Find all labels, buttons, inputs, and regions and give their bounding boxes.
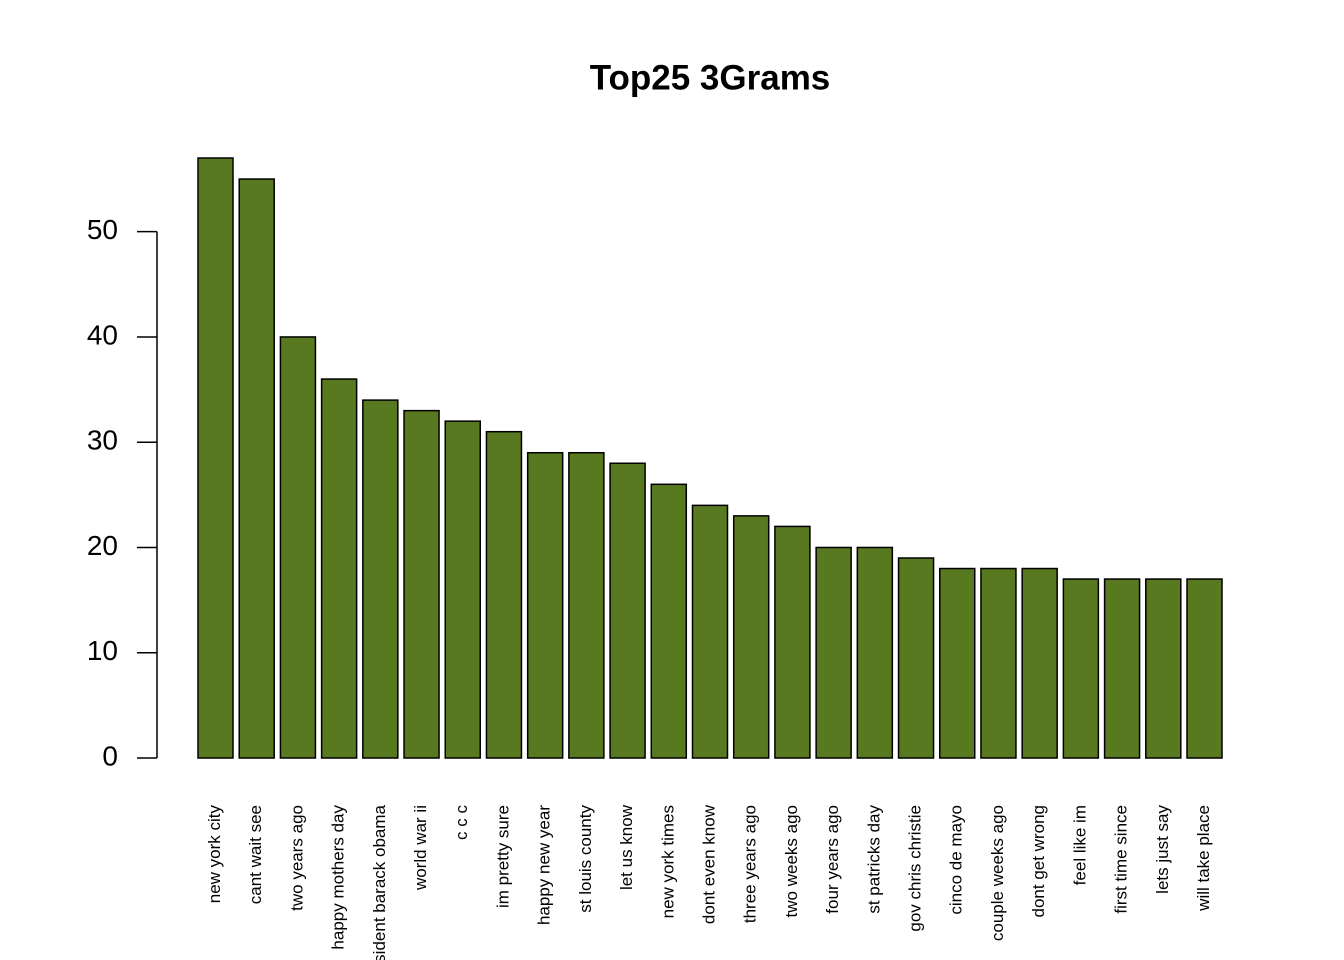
y-tick-label: 40 — [87, 319, 118, 350]
y-tick-label: 10 — [87, 635, 118, 666]
x-tick-label: gov chris christie — [906, 805, 925, 932]
y-tick-label: 20 — [87, 530, 118, 561]
bar — [362, 399, 399, 759]
bar — [1021, 567, 1058, 759]
x-tick-label: im pretty sure — [493, 805, 512, 908]
bar — [815, 546, 852, 759]
x-tick-label: dont get wrong — [1029, 805, 1048, 917]
bar — [939, 567, 976, 759]
x-tick-label: first time since — [1112, 805, 1131, 914]
bar — [609, 462, 646, 759]
bar — [691, 504, 729, 759]
x-tick-label: st patricks day — [864, 805, 883, 914]
x-tick-label: will take place — [1194, 805, 1213, 912]
bar — [403, 409, 440, 759]
x-tick-label: president barack obama — [370, 804, 389, 960]
bar — [485, 430, 523, 759]
x-tick-label: lets just say — [1153, 805, 1172, 894]
x-tick-label: four years ago — [823, 805, 842, 914]
x-tick-label: c c c — [452, 805, 471, 840]
bar — [197, 157, 234, 759]
bar — [1186, 578, 1223, 759]
bar — [650, 483, 688, 759]
bar — [238, 178, 275, 759]
x-tick-label: cinco de mayo — [947, 805, 966, 915]
x-tick-label: let us know — [617, 804, 636, 890]
x-tick-label: two weeks ago — [782, 805, 801, 917]
bar — [444, 420, 481, 759]
bar — [320, 378, 358, 759]
bar — [1103, 578, 1141, 759]
x-tick-label: dont even know — [699, 804, 718, 924]
y-tick-label: 0 — [102, 740, 118, 771]
bar — [1145, 578, 1182, 759]
bar — [856, 546, 894, 759]
x-tick-label: new york city — [205, 805, 224, 904]
x-tick-label: new york times — [658, 805, 677, 918]
x-tick-label: world war ii — [411, 805, 430, 891]
bar — [774, 525, 811, 759]
chart-title: Top25 3Grams — [590, 58, 831, 97]
bar — [980, 567, 1017, 759]
x-tick-label: three years ago — [741, 805, 760, 923]
x-tick-label: cant wait see — [246, 805, 265, 904]
x-tick-label: happy new year — [535, 805, 554, 925]
x-tick-label: feel like im — [1070, 805, 1089, 885]
y-tick-label: 50 — [87, 214, 118, 245]
y-tick-label: 30 — [87, 425, 118, 456]
bar — [1062, 578, 1100, 759]
bar — [568, 451, 605, 759]
x-tick-label: st louis county — [576, 805, 595, 913]
x-tick-label: two years ago — [287, 805, 306, 911]
bar — [526, 451, 564, 759]
x-tick-label: happy mothers day — [329, 805, 348, 950]
x-tick-label: couple weeks ago — [988, 805, 1007, 941]
bar — [732, 515, 770, 759]
bar — [897, 557, 935, 759]
bar — [279, 336, 317, 759]
